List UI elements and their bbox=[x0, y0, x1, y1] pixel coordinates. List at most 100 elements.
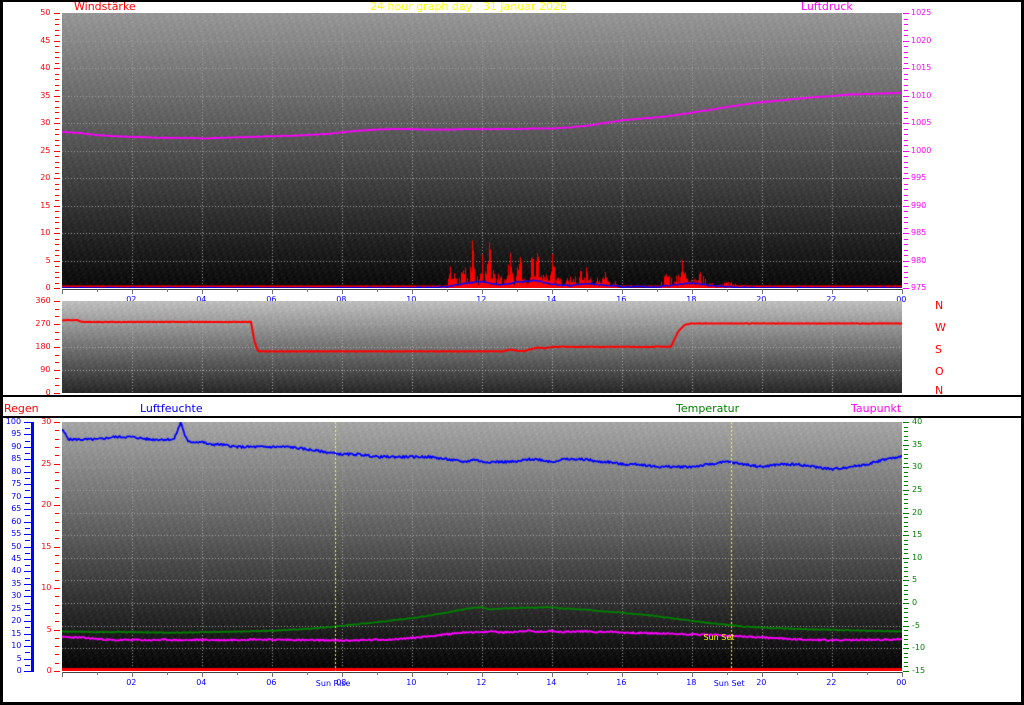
wind-axis-tick-major bbox=[54, 178, 60, 179]
pressure-axis-tick-minor bbox=[904, 255, 908, 256]
rain-axis-minor bbox=[55, 580, 59, 581]
pressure-axis-tick-minor bbox=[904, 52, 908, 53]
temperature-axis-major bbox=[903, 422, 909, 423]
time-axis-top-tick bbox=[132, 289, 133, 294]
humidity-axis-major bbox=[24, 634, 31, 635]
temperature-axis-minor bbox=[904, 427, 908, 428]
temperature-axis-label: 35 bbox=[912, 440, 923, 449]
temperature-axis-minor bbox=[904, 666, 908, 667]
humidity-axis-major bbox=[24, 497, 31, 498]
wind-axis-tick-label: 10 bbox=[40, 228, 51, 237]
pressure-axis-tick-minor bbox=[904, 24, 908, 25]
temperature-axis-minor bbox=[904, 454, 908, 455]
winddir-axis-tick-minor bbox=[55, 355, 59, 356]
winddir-axis-tick-minor bbox=[55, 316, 59, 317]
wind-axis-tick-label: 0 bbox=[45, 283, 51, 292]
pressure-axis-tick-major bbox=[903, 206, 909, 207]
wind-axis-tick-minor bbox=[55, 283, 59, 284]
humidity-axis-label: 80 bbox=[11, 467, 22, 476]
wind-axis-tick-minor bbox=[55, 30, 59, 31]
rain-axis-minor bbox=[55, 654, 59, 655]
pressure-axis-tick-label: 1015 bbox=[911, 63, 932, 72]
pressure-axis-tick-minor bbox=[904, 57, 908, 58]
time-axis-bottom-tick bbox=[97, 672, 98, 675]
compass-label-n: N bbox=[935, 299, 944, 312]
time-axis-top-label: 04 bbox=[196, 295, 207, 304]
humidity-axis-minor bbox=[25, 528, 30, 529]
temperature-axis-label: 0 bbox=[912, 598, 918, 607]
wind-axis-tick-minor bbox=[55, 107, 59, 108]
pressure-axis-tick-major bbox=[903, 261, 909, 262]
humidity-axis-minor bbox=[25, 466, 30, 467]
humidity-axis-label: 35 bbox=[11, 579, 22, 588]
humidity-axis-major bbox=[24, 459, 31, 460]
time-axis-top-label: 08 bbox=[336, 295, 347, 304]
humidity-label: Luftfeuchte bbox=[140, 402, 203, 415]
temperature-axis-minor bbox=[904, 630, 908, 631]
separator-upper bbox=[0, 395, 1024, 397]
rain-axis-label: 10 bbox=[41, 583, 52, 592]
humidity-axis-label: 5 bbox=[16, 654, 22, 663]
pressure-axis-tick-major bbox=[903, 233, 909, 234]
time-axis-top-tick bbox=[762, 289, 763, 294]
time-axis-bottom-label: 10 bbox=[406, 678, 417, 687]
pressure-axis-tick-major bbox=[903, 68, 909, 69]
humidity-axis-minor bbox=[25, 540, 30, 541]
wind-axis-tick-minor bbox=[55, 90, 59, 91]
time-axis-bottom-label: 04 bbox=[196, 678, 207, 687]
humidity-axis-label: 50 bbox=[11, 542, 22, 551]
sun-set-inchart-label: Sun Set bbox=[703, 633, 735, 642]
pressure-axis-tick-major bbox=[903, 13, 909, 14]
humidity-axis-minor bbox=[25, 441, 30, 442]
wind-axis-tick-label: 35 bbox=[40, 91, 51, 100]
pressure-axis-tick-label: 975 bbox=[911, 283, 927, 292]
humidity-axis-label: 20 bbox=[11, 616, 22, 625]
pressure-axis-tick-minor bbox=[904, 90, 908, 91]
temperature-axis-minor bbox=[904, 562, 908, 563]
winddir-axis-tick-major bbox=[54, 347, 60, 348]
wind-axis-tick-major bbox=[54, 41, 60, 42]
time-axis-bottom-label: 02 bbox=[126, 678, 137, 687]
winddir-axis-tick-minor bbox=[55, 332, 59, 333]
humidity-axis-label: 70 bbox=[11, 492, 22, 501]
time-axis-bottom-tick bbox=[377, 672, 378, 675]
humidity-axis-minor bbox=[25, 615, 30, 616]
pressure-axis-tick-label: 1005 bbox=[911, 118, 932, 127]
winddir-axis-tick-major bbox=[54, 393, 60, 394]
humidity-axis-minor bbox=[25, 627, 30, 628]
temperature-axis-minor bbox=[904, 594, 908, 595]
time-axis-top-tick bbox=[867, 289, 868, 292]
humidity-axis-minor bbox=[25, 553, 30, 554]
temperature-axis-minor bbox=[904, 499, 908, 500]
temperature-axis-minor bbox=[904, 508, 908, 509]
wind-axis-tick-minor bbox=[55, 35, 59, 36]
separator-lower bbox=[0, 416, 1024, 418]
pressure-axis-tick-label: 1000 bbox=[911, 146, 932, 155]
sun-rise-axis-label: Sun Rise bbox=[315, 679, 351, 688]
time-axis-top-label: 06 bbox=[266, 295, 277, 304]
rain-axis-label: 15 bbox=[41, 542, 52, 551]
time-axis-top-tick bbox=[62, 289, 63, 294]
time-axis-bottom-tick bbox=[412, 672, 413, 677]
wind-axis-tick-label: 45 bbox=[40, 36, 51, 45]
wind-axis-tick-minor bbox=[55, 57, 59, 58]
temperature-axis-label: 5 bbox=[912, 575, 918, 584]
sun-set-axis-label: Sun Set bbox=[713, 679, 745, 688]
wind-axis-tick-minor bbox=[55, 167, 59, 168]
rain-axis-minor bbox=[55, 646, 59, 647]
humidity-axis-major bbox=[24, 659, 31, 660]
temperature-axis-label: 25 bbox=[912, 485, 923, 494]
temperature-axis-major bbox=[903, 558, 909, 559]
rain-axis-minor bbox=[55, 439, 59, 440]
temperature-axis-minor bbox=[904, 544, 908, 545]
pressure-axis-tick-minor bbox=[904, 195, 908, 196]
temperature-axis-major bbox=[903, 603, 909, 604]
pressure-axis-tick-minor bbox=[904, 200, 908, 201]
pressure-axis-tick-minor bbox=[904, 167, 908, 168]
wind-axis-tick-minor bbox=[55, 134, 59, 135]
wind-axis-tick-major bbox=[54, 206, 60, 207]
climate-plot bbox=[62, 422, 902, 671]
temperature-axis-major bbox=[903, 671, 909, 672]
time-axis-top-label: 20 bbox=[756, 295, 767, 304]
